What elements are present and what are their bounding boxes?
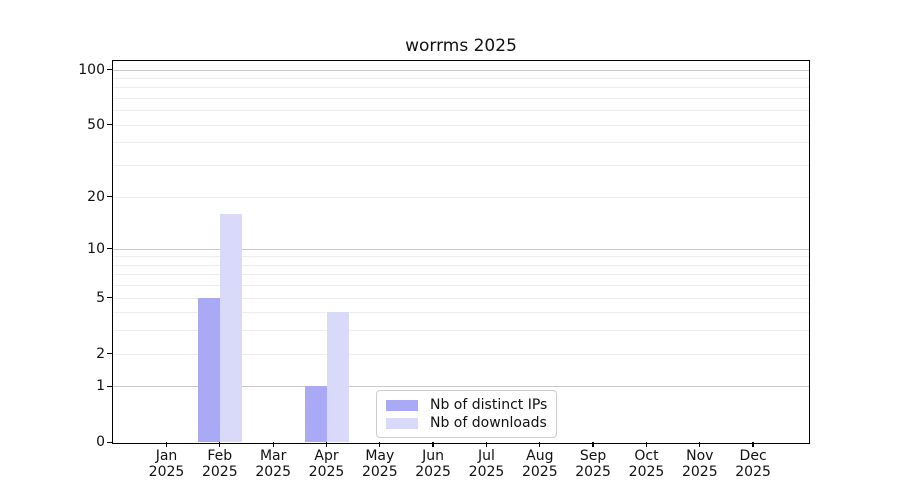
x-tick-label: Dec 2025	[735, 448, 771, 480]
gridline-minor	[113, 274, 809, 276]
x-tick-label: Oct 2025	[628, 448, 665, 480]
y-tick-label: 20	[87, 188, 105, 205]
y-tick	[106, 441, 112, 444]
gridline-minor	[113, 285, 809, 287]
x-tick	[432, 442, 434, 448]
y-tick-label: 5	[96, 289, 105, 306]
gridline-major	[113, 248, 809, 250]
gridline-minor	[113, 256, 809, 258]
chart-title: worrms 2025	[405, 36, 517, 56]
y-tick-label: 10	[87, 240, 105, 257]
legend-swatch-distinct-ips	[386, 399, 418, 411]
y-tick	[106, 385, 112, 388]
x-tick	[272, 442, 274, 448]
gridline-minor	[113, 78, 809, 79]
y-tick	[106, 68, 112, 71]
x-tick-label: Nov 2025	[681, 448, 718, 480]
gridline-major	[113, 386, 809, 388]
gridline-minor	[113, 110, 809, 112]
x-tick-label: Apr 2025	[308, 448, 345, 480]
x-tick	[165, 442, 168, 448]
bar-feb-series0	[197, 297, 220, 443]
x-tick-label: May 2025	[361, 448, 398, 480]
x-tick-label: Jun 2025	[415, 448, 451, 480]
legend-label-distinct-ips: Nb of distinct IPs	[430, 397, 548, 413]
y-tick-label: 50	[87, 116, 105, 133]
x-tick	[752, 442, 754, 448]
x-tick	[645, 442, 648, 448]
gridline-minor	[113, 353, 809, 355]
gridline-minor	[113, 98, 809, 100]
x-tick-label: Feb 2025	[201, 448, 238, 480]
y-tick	[106, 297, 112, 299]
x-tick	[379, 442, 381, 448]
y-tick	[106, 124, 112, 126]
x-tick	[539, 442, 541, 448]
bar-apr-series0	[304, 386, 327, 443]
gridline-minor	[113, 297, 809, 299]
y-tick-label: 100	[78, 61, 105, 78]
y-tick	[106, 248, 112, 250]
legend: Nb of distinct IPs Nb of downloads	[376, 390, 558, 438]
gridline-minor	[113, 330, 809, 332]
gridline-minor	[113, 142, 809, 144]
y-tick-label: 2	[96, 345, 105, 362]
x-tick	[219, 442, 221, 448]
y-tick	[106, 353, 112, 355]
x-tick-label: Jan 2025	[148, 448, 185, 480]
bar-apr-series1	[326, 312, 349, 443]
bar-feb-series1	[219, 213, 242, 443]
x-tick	[325, 442, 328, 448]
gridline-minor	[113, 312, 809, 314]
x-tick	[699, 442, 701, 448]
x-tick-label: Mar 2025	[255, 448, 291, 480]
gridline-minor	[113, 264, 809, 266]
y-tick	[106, 195, 112, 198]
y-tick-label: 0	[96, 434, 105, 451]
x-tick-label: Jul 2025	[468, 448, 505, 480]
x-tick	[485, 442, 488, 448]
x-tick-label: Sep 2025	[575, 448, 611, 480]
x-tick	[592, 442, 594, 448]
legend-item-downloads: Nb of downloads	[386, 414, 547, 432]
gridline-minor	[113, 165, 809, 166]
plot-area: Nb of distinct IPs Nb of downloads 0 1 2 5 1…	[78, 60, 810, 479]
legend-item-distinct-ips: Nb of distinct IPs	[386, 396, 547, 414]
gridline-minor	[113, 87, 809, 89]
gridline-minor	[113, 196, 809, 198]
legend-label-downloads: Nb of downloads	[430, 415, 547, 431]
legend-swatch-downloads	[386, 417, 418, 429]
gridline-minor	[113, 124, 809, 126]
x-tick-label: Aug 2025	[521, 448, 558, 480]
gridline-major	[113, 69, 809, 71]
y-tick-label: 1	[96, 378, 105, 395]
